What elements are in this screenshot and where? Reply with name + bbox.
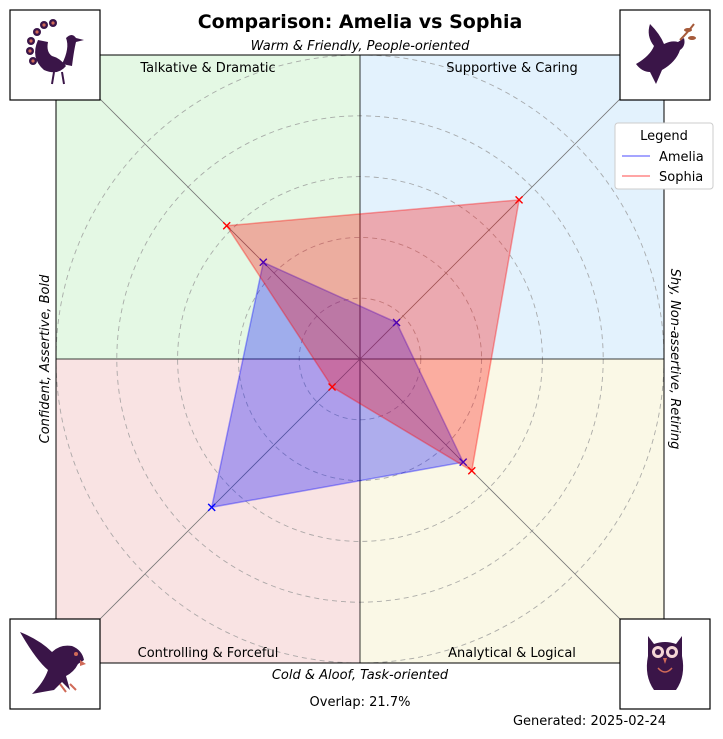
quadrant-label-controlling-forceful: Controlling & Forceful [138,646,279,661]
diagonal-talkative-dramatic [55,54,361,360]
owl-icon [619,618,711,710]
peacock-icon [9,9,101,101]
quadrant-label-analytical-logical: Analytical & Logical [448,646,576,661]
quadrant-label-talkative-dramatic: Talkative & Dramatic [139,61,275,76]
series-layer [207,195,524,512]
generated-text: Generated: 2025-02-24 [513,714,666,729]
legend: Legend Amelia Sophia [614,122,714,190]
data-point-amelia-2 [392,318,401,327]
overlap-text: Overlap: 21.7% [310,695,411,710]
diagonal-analytical-logical [359,358,665,664]
data-point-sophia-3 [467,466,476,475]
axis-lines [55,54,665,664]
axis-label-left: Confident, Assertive, Bold [38,274,53,443]
data-point-amelia-1 [259,258,268,267]
dove-icon [619,9,711,101]
legend-title: Legend [640,129,688,144]
diagonal-supportive-caring [359,54,665,360]
data-point-amelia-4 [207,503,216,512]
quadrant-label-supportive-caring: Supportive & Caring [446,61,578,76]
data-point-sophia-4 [328,382,337,391]
diagonal-controlling-forceful [55,358,361,664]
data-point-sophia-2 [515,195,524,204]
plot-frame [55,54,665,664]
legend-label-sophia: Sophia [659,170,703,185]
legend-label-amelia: Amelia [659,150,704,165]
legend-box [614,122,714,190]
data-point-sophia-1 [222,221,231,230]
eagle-icon [9,618,101,710]
axis-label-right: Shy, Non-assertive, Retiring [667,269,682,450]
axis-label-bottom: Cold & Aloof, Task-oriented [272,668,449,683]
data-point-amelia-3 [459,458,468,467]
axis-label-top: Warm & Friendly, People-oriented [251,39,471,54]
chart-title: Comparison: Amelia vs Sophia [198,11,523,33]
